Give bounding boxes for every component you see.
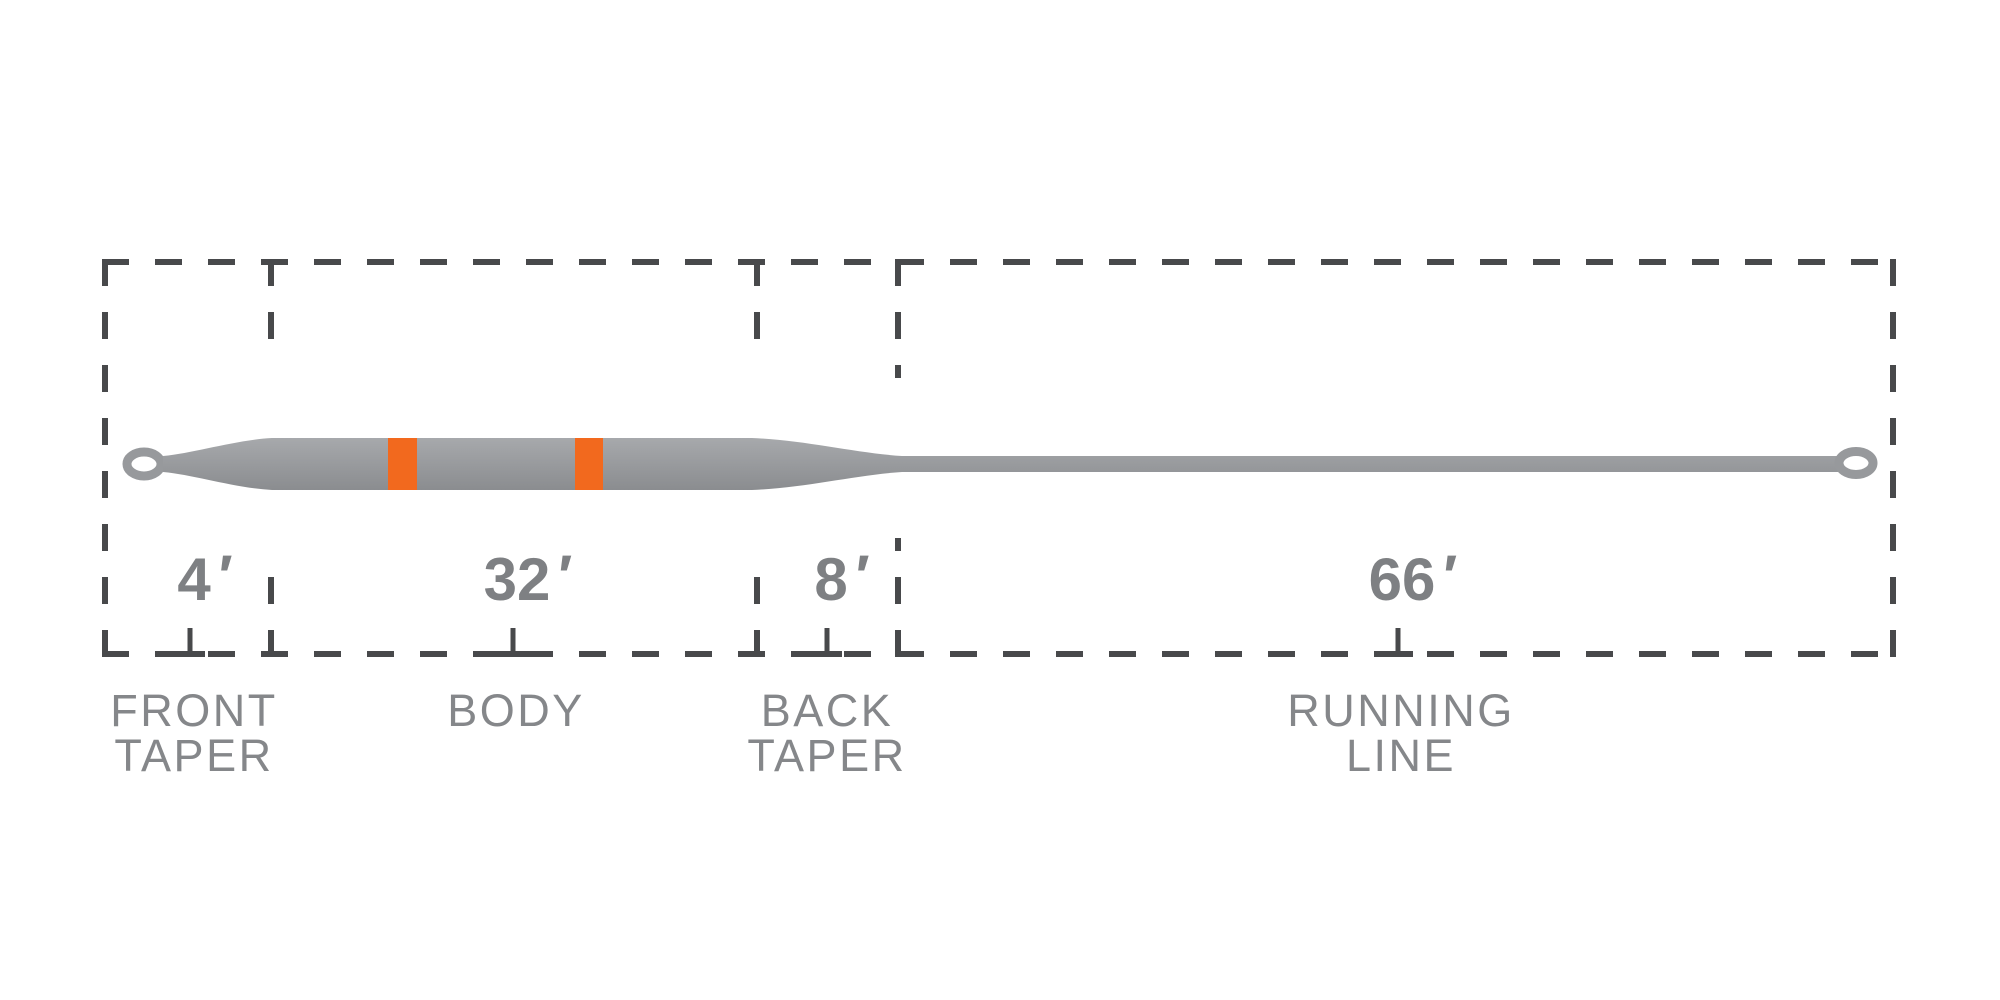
prime-mark: ′ — [558, 544, 573, 609]
prime-mark: ′ — [1443, 544, 1458, 609]
label-line: TAPER — [747, 730, 907, 781]
tick-base-back-taper — [812, 651, 842, 657]
box-top-line — [102, 259, 1896, 265]
divider-back-running-bottom — [895, 538, 901, 657]
length-front-taper: 4 ′ — [147, 544, 233, 613]
length-running-line: 66 ′ — [1339, 544, 1458, 613]
label-line: LINE — [1345, 730, 1457, 781]
prime-mark: ′ — [855, 544, 870, 609]
label-line: BACK — [760, 685, 894, 736]
label-back-taper: BACK TAPER — [747, 688, 906, 778]
label-line: FRONT — [110, 685, 278, 736]
tick-base-front-taper — [175, 651, 205, 657]
box-bottom-line — [102, 651, 1896, 657]
front-loop — [122, 447, 166, 481]
length-value: 66 — [1368, 546, 1436, 613]
orange-band-1 — [388, 438, 417, 490]
divider-front-body-top — [268, 259, 274, 345]
divider-body-back-bottom — [754, 565, 760, 657]
length-back-taper: 8 ′ — [784, 544, 870, 613]
prime-mark: ′ — [218, 544, 233, 609]
box-right-line — [1890, 259, 1896, 657]
tick-base-body — [498, 651, 528, 657]
divider-back-running-top — [895, 259, 901, 378]
back-loop — [1834, 447, 1878, 479]
label-line: BODY — [447, 685, 585, 736]
label-line: RUNNING — [1287, 685, 1515, 736]
box-left-line — [102, 259, 108, 657]
tick-body — [510, 628, 516, 652]
orange-band-2 — [575, 438, 603, 490]
tick-back-taper — [824, 628, 830, 652]
divider-body-back-top — [754, 259, 760, 345]
tick-running-line — [1395, 628, 1401, 652]
label-running-line: RUNNING LINE — [1287, 688, 1515, 778]
length-value: 8 — [814, 546, 848, 613]
tick-front-taper — [187, 628, 193, 652]
length-value: 4 — [177, 546, 211, 613]
divider-front-body-bottom — [268, 565, 274, 657]
label-body: BODY — [447, 688, 585, 733]
label-line: TAPER — [114, 730, 274, 781]
label-front-taper: FRONT TAPER — [110, 688, 277, 778]
tick-base-running-line — [1383, 651, 1413, 657]
length-value: 32 — [483, 546, 551, 613]
length-body: 32 ′ — [454, 544, 573, 613]
